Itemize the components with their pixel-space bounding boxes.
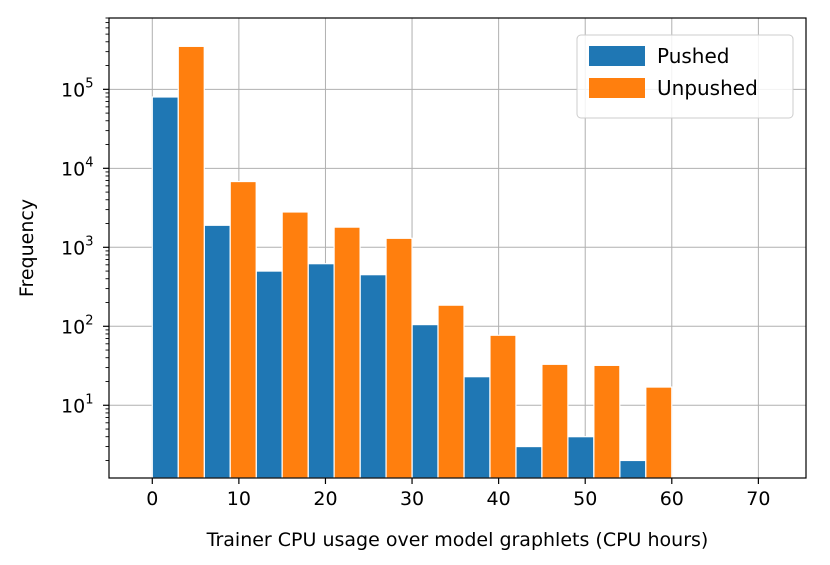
ticks: 0 10 20 30 40 50 60 70 101 102 103 104 105	[61, 17, 770, 510]
bar-pushed	[359, 274, 387, 479]
legend: Pushed Unpushed	[576, 34, 794, 119]
bar-pushed	[619, 459, 647, 479]
y-tick-label: 104	[61, 155, 93, 180]
x-tick-label: 70	[746, 488, 770, 510]
bar-pushed	[567, 436, 595, 479]
bar-unpushed	[593, 364, 621, 479]
y-tick-label: 105	[61, 76, 93, 101]
y-axis-label: Frequency	[16, 199, 38, 297]
x-tick-label: 60	[660, 488, 684, 510]
legend-label-unpushed: Unpushed	[657, 76, 758, 100]
bar-unpushed	[281, 211, 309, 479]
bar-unpushed	[177, 45, 205, 479]
bar-unpushed	[437, 304, 465, 479]
y-tick-label: 101	[61, 392, 93, 417]
bar-unpushed	[489, 334, 517, 479]
y-tick-label: 102	[61, 313, 93, 338]
y-tick-label: 103	[61, 234, 93, 259]
legend-swatch-pushed	[589, 46, 645, 66]
bar-unpushed	[541, 363, 569, 479]
bar-unpushed	[385, 237, 413, 479]
x-tick-label: 10	[227, 488, 251, 510]
bar-pushed	[307, 263, 335, 479]
x-tick-label: 50	[573, 488, 597, 510]
legend-swatch-unpushed	[589, 78, 645, 98]
bar-pushed	[515, 445, 543, 479]
bar-unpushed	[333, 226, 361, 479]
bar-pushed	[151, 96, 179, 479]
x-tick-label: 0	[146, 488, 158, 510]
bar-pushed	[463, 376, 491, 479]
bar-pushed	[203, 224, 231, 479]
bar-unpushed	[229, 180, 257, 479]
bars	[151, 45, 673, 479]
bar-pushed	[411, 324, 439, 479]
x-tick-label: 30	[400, 488, 424, 510]
plot-frame	[108, 17, 807, 479]
bar-unpushed	[645, 386, 673, 479]
bar-pushed	[255, 270, 283, 479]
legend-label-pushed: Pushed	[657, 44, 729, 68]
x-tick-label: 20	[313, 488, 337, 510]
x-axis-label: Trainer CPU usage over model graphlets (…	[206, 529, 709, 551]
x-tick-label: 40	[487, 488, 511, 510]
